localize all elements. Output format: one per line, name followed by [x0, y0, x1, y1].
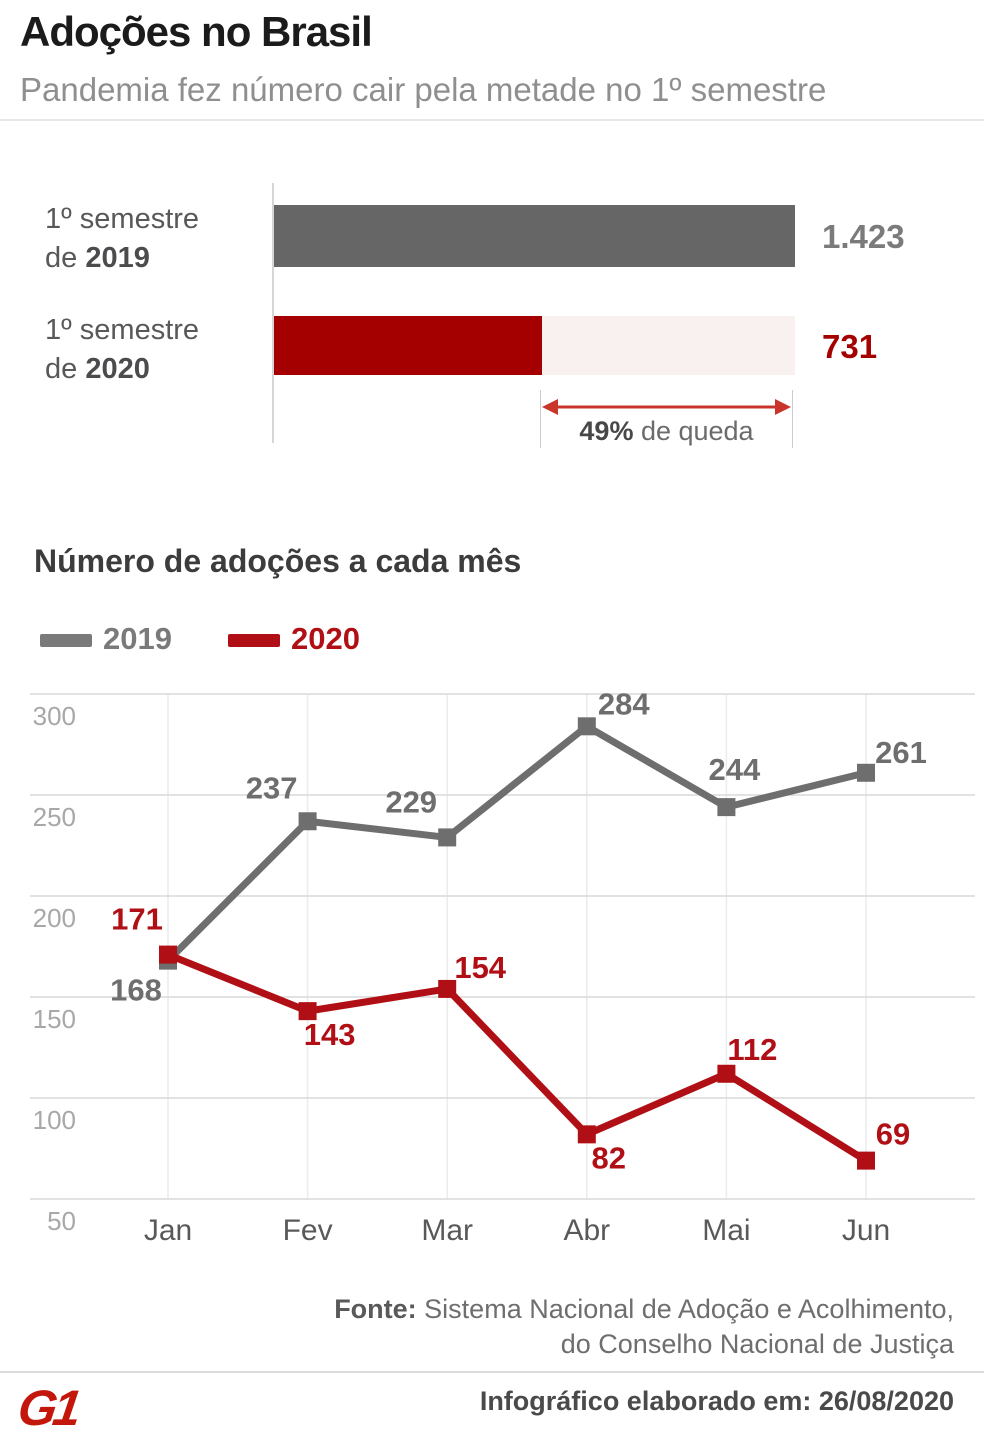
legend-label-2020: 2020 — [291, 621, 360, 656]
bar-label-2019-line2: de 2019 — [45, 242, 150, 274]
bar-label-2019-line1: 1º semestre — [45, 203, 200, 235]
y-tick-label: 200 — [33, 903, 76, 933]
x-tick-label: Mai — [702, 1214, 750, 1247]
bar-label-2020: 1º semestre de 2020 — [45, 311, 199, 389]
page-title: Adoções no Brasil — [20, 8, 373, 55]
data-point-2019 — [298, 812, 317, 831]
header-divider — [0, 119, 984, 121]
legend-swatch-2019 — [40, 634, 92, 647]
data-point-2020 — [857, 1151, 875, 1170]
x-tick-label: Jan — [144, 1214, 192, 1247]
data-label-2020: 171 — [111, 902, 163, 937]
data-point-2020 — [159, 945, 177, 964]
data-label-2020: 143 — [304, 1017, 356, 1052]
data-label-2019: 168 — [110, 973, 162, 1008]
data-point-2019 — [577, 717, 596, 736]
bar-label-2020-line1: 1º semestre — [45, 314, 200, 346]
bar-chart-axis-line — [272, 183, 274, 443]
data-label-2019: 284 — [598, 686, 650, 721]
bar-value-2019: 1.423 — [822, 218, 905, 255]
page-subtitle: Pandemia fez número cair pela metade no … — [20, 71, 827, 108]
data-label-2020: 82 — [592, 1140, 626, 1175]
drop-marker-right — [792, 390, 793, 448]
data-label-2020: 69 — [876, 1117, 910, 1152]
bar-2019-fill — [274, 205, 795, 267]
monthly-line-chart: 300 250 200 150 100 50 Jan Fev Mar Abr Mai Jun 168 23… — [30, 686, 975, 1247]
data-point-2019 — [857, 763, 875, 782]
x-tick-label: Fev — [283, 1214, 333, 1247]
bar-track-2020 — [274, 316, 795, 375]
data-label-2019: 244 — [709, 752, 761, 787]
x-tick-label: Mar — [421, 1214, 473, 1247]
data-point-2020 — [577, 1125, 596, 1144]
bar-2020-fill — [274, 316, 542, 375]
footer-divider — [0, 1371, 984, 1373]
data-label-2019: 261 — [875, 735, 927, 770]
legend-swatch-2020 — [228, 634, 280, 647]
bar-label-2019: 1º semestre de 2019 — [45, 200, 199, 278]
series-line-2019 — [165, 722, 867, 964]
data-point-2020 — [298, 1002, 317, 1021]
series-line-2020 — [166, 951, 868, 1164]
data-label-2020: 112 — [727, 1032, 777, 1067]
data-label-2019: 229 — [385, 784, 437, 819]
bar-track-2019 — [274, 205, 795, 267]
x-tick-label: Abr — [563, 1214, 610, 1247]
bar-value-2020: 731 — [822, 328, 878, 365]
legend-label-2019: 2019 — [103, 621, 172, 656]
monthly-chart-title: Número de adoções a cada mês — [34, 543, 522, 579]
data-label-2019: 237 — [246, 770, 298, 805]
g1-logo-text: G1 — [16, 1383, 83, 1435]
y-tick-label: 150 — [33, 1004, 76, 1034]
drop-marker-left — [540, 390, 541, 448]
g1-logo: G1 — [16, 1383, 83, 1435]
x-tick-label: Jun — [842, 1214, 890, 1247]
data-point-2020 — [717, 1064, 736, 1083]
source-line2: do Conselho Nacional de Justiça — [560, 1329, 954, 1359]
data-point-2020 — [438, 979, 457, 998]
drop-annotation: 49% de queda — [579, 416, 754, 446]
bar-label-2020-line2: de 2020 — [45, 353, 150, 385]
data-point-2019 — [438, 828, 457, 847]
y-tick-label: 50 — [47, 1206, 76, 1236]
data-point-2019 — [717, 798, 736, 817]
data-label-2020: 154 — [454, 950, 506, 985]
source-note: Fonte: Sistema Nacional de Adoção e Acol… — [34, 1292, 954, 1362]
source-line1: Fonte: Sistema Nacional de Adoção e Acol… — [334, 1294, 954, 1324]
y-tick-label: 250 — [33, 802, 76, 832]
y-tick-label: 100 — [33, 1105, 76, 1135]
made-on-date: Infográfico elaborado em: 26/08/2020 — [479, 1386, 954, 1416]
y-tick-label: 300 — [33, 701, 76, 731]
drop-arrow-icon — [542, 399, 791, 415]
